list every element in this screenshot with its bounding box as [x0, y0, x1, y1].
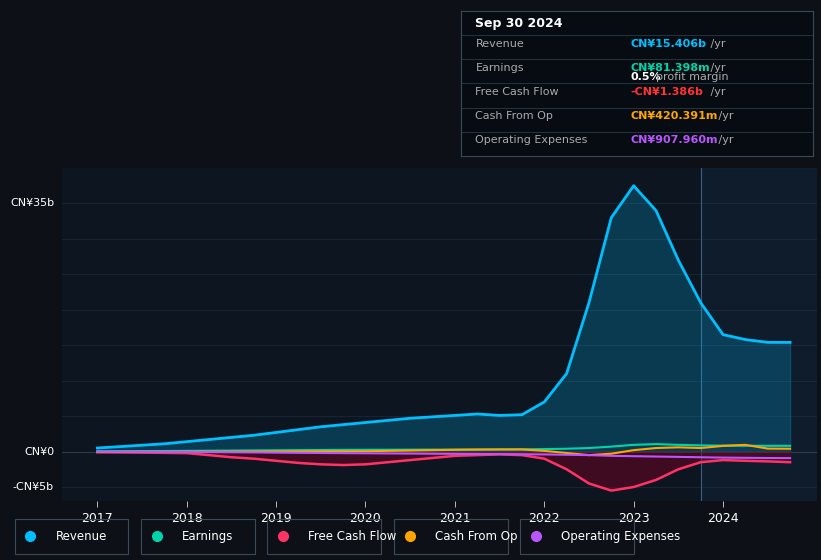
Text: /yr: /yr: [708, 63, 726, 73]
Text: CN¥0: CN¥0: [24, 446, 54, 456]
Text: Operating Expenses: Operating Expenses: [562, 530, 681, 543]
Text: Cash From Op: Cash From Op: [475, 111, 553, 121]
Text: /yr: /yr: [715, 111, 734, 121]
Text: 0.5%: 0.5%: [630, 72, 661, 82]
Text: /yr: /yr: [715, 135, 734, 145]
Text: CN¥420.391m: CN¥420.391m: [630, 111, 718, 121]
Text: CN¥907.960m: CN¥907.960m: [630, 135, 718, 145]
Text: Earnings: Earnings: [182, 530, 233, 543]
Text: CN¥15.406b: CN¥15.406b: [630, 39, 706, 49]
Text: CN¥81.398m: CN¥81.398m: [630, 63, 709, 73]
Text: -CN¥5b: -CN¥5b: [13, 482, 54, 492]
Text: -CN¥1.386b: -CN¥1.386b: [630, 87, 703, 97]
Text: Operating Expenses: Operating Expenses: [475, 135, 588, 145]
Text: Cash From Op: Cash From Op: [435, 530, 517, 543]
Text: Sep 30 2024: Sep 30 2024: [475, 17, 563, 30]
Text: CN¥35b: CN¥35b: [10, 198, 54, 208]
Text: Free Cash Flow: Free Cash Flow: [309, 530, 397, 543]
Bar: [700, 168, 821, 501]
Text: profit margin: profit margin: [657, 72, 729, 82]
Text: Free Cash Flow: Free Cash Flow: [475, 87, 559, 97]
Text: Revenue: Revenue: [475, 39, 524, 49]
Text: /yr: /yr: [708, 39, 726, 49]
Text: Revenue: Revenue: [56, 530, 107, 543]
Text: /yr: /yr: [708, 87, 726, 97]
Text: Earnings: Earnings: [475, 63, 524, 73]
